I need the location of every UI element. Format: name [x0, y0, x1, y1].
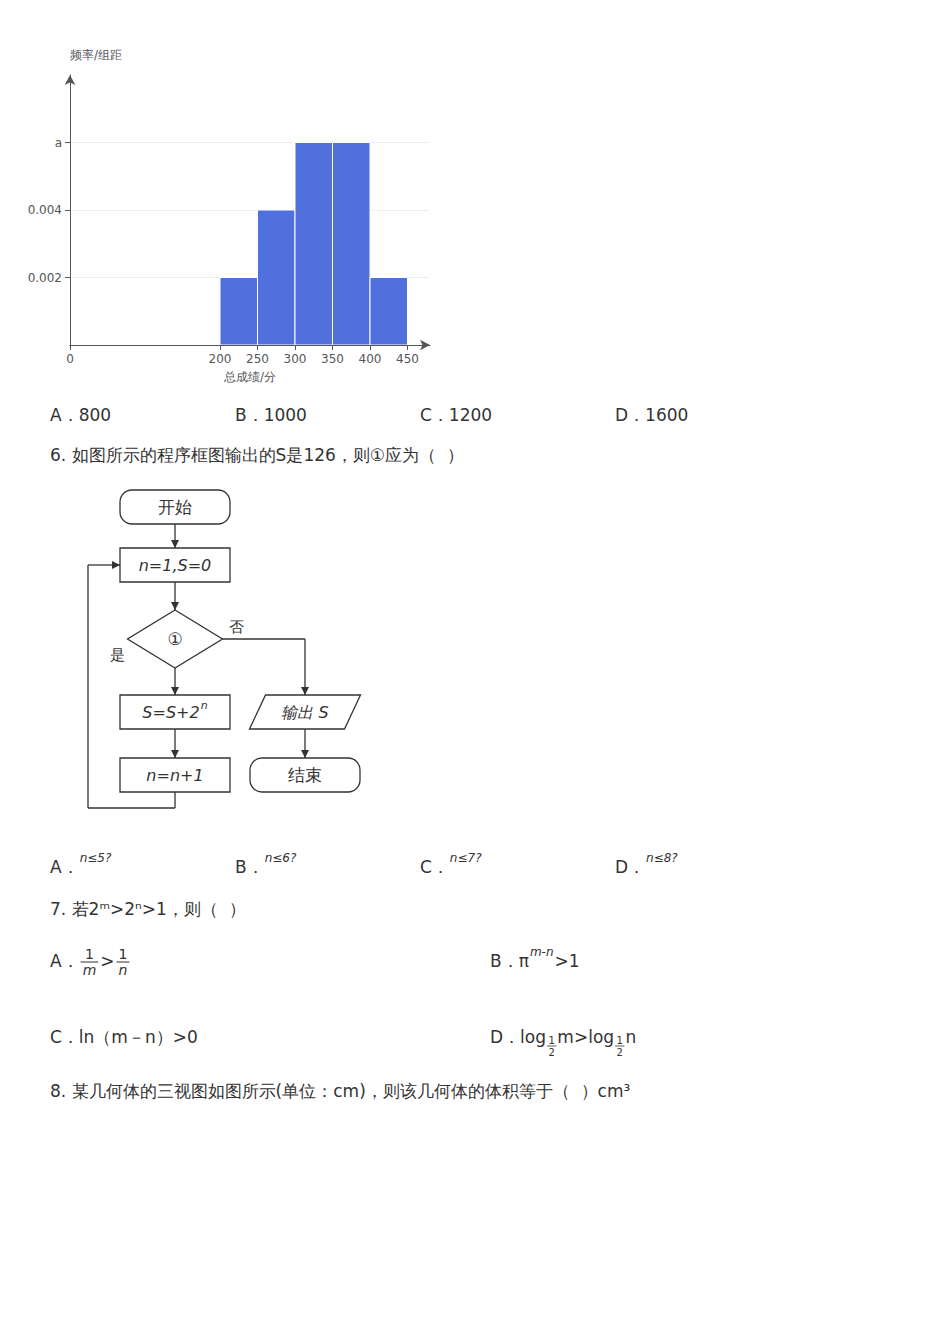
svg-text:m: m	[83, 962, 97, 978]
svg-text:否: 否	[229, 618, 244, 636]
svg-text:0.004: 0.004	[28, 203, 62, 217]
svg-text:B．: B．	[235, 857, 264, 877]
svg-text:1: 1	[617, 1035, 623, 1046]
svg-text:8. 某几何体的三视图如图所示(单位：cm)，则该几何体的体: 8. 某几何体的三视图如图所示(单位：cm)，则该几何体的体积等于（ ）cm³	[50, 1081, 630, 1101]
svg-text:C．ln（m－n）>0: C．ln（m－n）>0	[50, 1027, 198, 1047]
svg-text:450: 450	[396, 352, 419, 366]
svg-text:>: >	[100, 951, 114, 971]
svg-text:B．1000: B．1000	[235, 405, 307, 425]
svg-text:S=S+2: S=S+2	[142, 703, 199, 722]
svg-text:C．: C．	[420, 857, 449, 877]
svg-text:A．800: A．800	[50, 405, 111, 425]
svg-text:400: 400	[359, 352, 382, 366]
svg-text:A．: A．	[50, 857, 79, 877]
svg-text:250: 250	[246, 352, 269, 366]
svg-text:1: 1	[119, 946, 128, 962]
svg-text:频率/组距: 频率/组距	[70, 48, 122, 62]
svg-text:是126，则①应为（ ）: 是126，则①应为（ ）	[286, 445, 464, 465]
svg-text:n≤5?: n≤5?	[80, 851, 112, 865]
svg-text:2: 2	[548, 1047, 554, 1058]
svg-text:6. 如图所示的程序框图输出的: 6. 如图所示的程序框图输出的	[50, 445, 276, 465]
svg-text:7. 若2ᵐ>2ⁿ>1，则（ ）: 7. 若2ᵐ>2ⁿ>1，则（ ）	[50, 899, 246, 919]
svg-text:a: a	[55, 136, 62, 150]
svg-text:n=n+1: n=n+1	[146, 766, 203, 785]
svg-text:300: 300	[284, 352, 307, 366]
svg-text:结束: 结束	[288, 765, 322, 785]
svg-text:>1: >1	[555, 951, 580, 971]
svg-text:开始: 开始	[158, 497, 192, 517]
svg-text:A．: A．	[50, 951, 79, 971]
svg-text:n=1,S=0: n=1,S=0	[139, 556, 212, 575]
svg-text:n≤6?: n≤6?	[265, 851, 297, 865]
svg-text:B．π: B．π	[490, 951, 529, 971]
svg-text:D．: D．	[615, 857, 645, 877]
svg-text:n: n	[119, 962, 128, 978]
svg-text:总成绩/分: 总成绩/分	[223, 370, 276, 384]
svg-text:是: 是	[110, 646, 125, 664]
svg-text:n≤8?: n≤8?	[646, 851, 678, 865]
svg-text:n≤7?: n≤7?	[450, 851, 482, 865]
svg-text:n: n	[625, 1027, 636, 1047]
svg-text:C．1200: C．1200	[420, 405, 492, 425]
svg-text:log: log	[520, 1027, 546, 1047]
svg-text:S: S	[276, 445, 287, 465]
svg-text:2: 2	[617, 1047, 623, 1058]
svg-text:m-n: m-n	[530, 945, 554, 959]
svg-text:n: n	[201, 699, 208, 712]
svg-text:200: 200	[209, 352, 232, 366]
svg-text:0: 0	[66, 352, 74, 366]
svg-text:输出 S: 输出 S	[281, 703, 328, 722]
svg-text:D．1600: D．1600	[615, 405, 688, 425]
svg-text:1: 1	[548, 1035, 554, 1046]
svg-text:D．: D．	[490, 1027, 520, 1047]
svg-text:1: 1	[85, 946, 94, 962]
svg-text:350: 350	[321, 352, 344, 366]
svg-text:0.002: 0.002	[28, 271, 62, 285]
svg-text:m>log: m>log	[557, 1027, 614, 1047]
svg-text:①: ①	[167, 629, 182, 649]
